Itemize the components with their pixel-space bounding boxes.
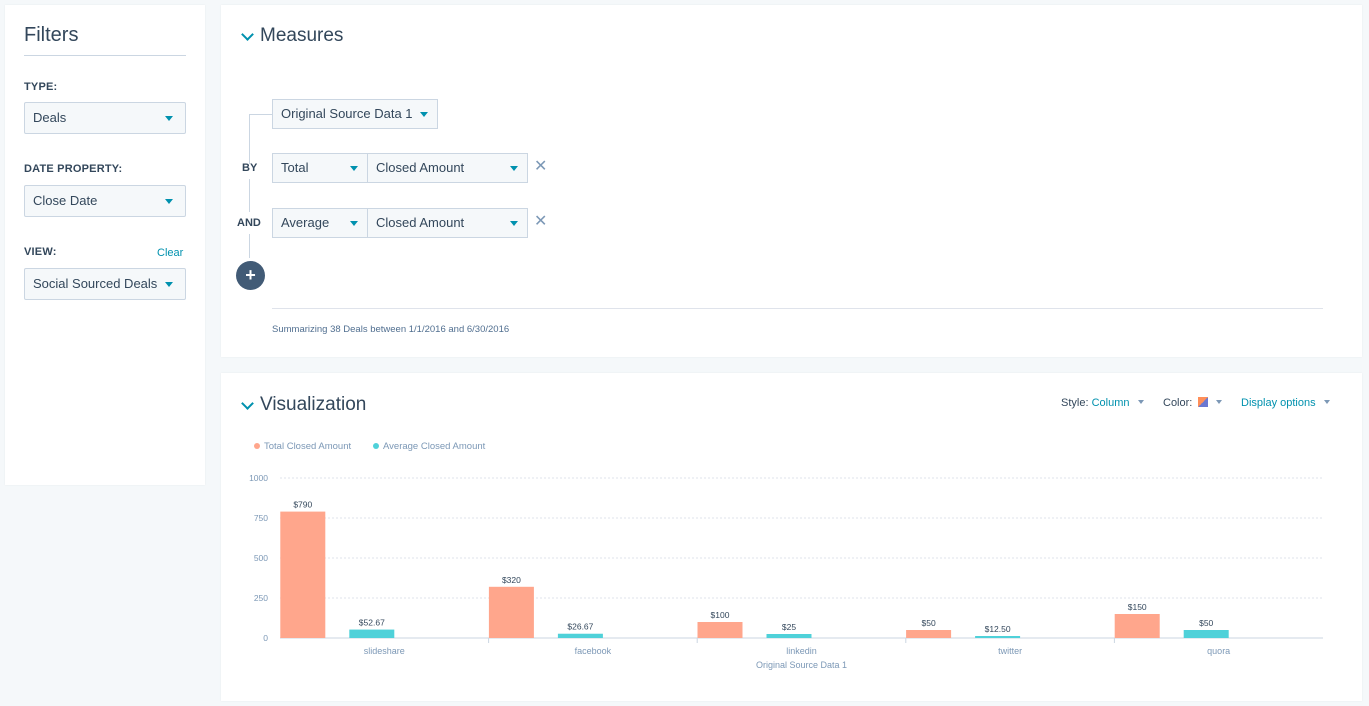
group-by-value: Original Source Data 1 <box>281 106 413 121</box>
y-tick-label: 0 <box>263 633 268 643</box>
tree-connector <box>249 234 250 258</box>
data-label: $790 <box>293 500 312 510</box>
remove-measure-1-icon[interactable]: ✕ <box>534 158 548 175</box>
style-value: Column <box>1091 397 1130 409</box>
legend-dot <box>373 443 379 449</box>
caret-down-icon <box>165 199 173 204</box>
legend-label-average: Average Closed Amount <box>383 441 486 452</box>
bar-average <box>349 629 395 638</box>
caret-down-icon <box>350 166 358 171</box>
legend-item-total[interactable]: Total Closed Amount <box>254 441 351 452</box>
caret-down-icon <box>1323 400 1330 404</box>
date-property-select[interactable]: Close Date <box>24 185 186 217</box>
measure-field-value-2: Closed Amount <box>376 215 465 230</box>
collapse-chevron-icon[interactable] <box>241 28 254 41</box>
view-select-value: Social Sourced Deals <box>33 276 158 291</box>
filters-panel: Filters TYPE: Deals DATE PROPERTY: Close… <box>5 5 205 485</box>
date-property-label: DATE PROPERTY: <box>24 163 123 175</box>
aggregation-select-1[interactable]: Total <box>272 153 368 183</box>
visualization-title: Visualization <box>260 394 367 415</box>
bar-total <box>280 511 326 638</box>
column-chart: 0 250 500 750 1000 slideshare $790 $52.67 facebo… <box>249 473 1323 670</box>
caret-down-icon <box>165 282 173 287</box>
color-control[interactable]: Color: <box>1163 397 1223 409</box>
measure-field-select-2[interactable]: Closed Amount <box>367 208 528 238</box>
type-label: TYPE: <box>24 81 58 93</box>
display-options-label: Display options <box>1241 397 1316 409</box>
y-tick-label: 750 <box>254 513 268 523</box>
bar-total <box>1114 614 1160 638</box>
x-axis-title: Original Source Data 1 <box>756 660 847 670</box>
view-label: VIEW: <box>24 246 57 258</box>
clear-view-link[interactable]: Clear <box>157 247 184 259</box>
display-options-control[interactable]: Display options <box>1241 397 1330 409</box>
bar-total <box>488 586 534 638</box>
data-label: $150 <box>1128 602 1147 612</box>
visualization-panel: Visualization Style: Column Color: Displ… <box>221 373 1362 701</box>
x-tick-label: linkedin <box>786 646 817 656</box>
style-control[interactable]: Style: Column <box>1061 397 1144 409</box>
type-select-value: Deals <box>33 110 67 125</box>
color-swatch-icon <box>1198 397 1209 407</box>
divider <box>272 308 1323 309</box>
data-label: $100 <box>711 610 730 620</box>
caret-down-icon <box>420 112 428 117</box>
measures-title: Measures <box>260 25 344 46</box>
caret-down-icon <box>165 116 173 121</box>
measure-field-value-1: Closed Amount <box>376 160 465 175</box>
data-label: $320 <box>502 575 521 585</box>
tree-connector <box>249 114 272 115</box>
type-select[interactable]: Deals <box>24 102 186 134</box>
and-label: AND <box>237 217 261 229</box>
divider <box>24 55 186 56</box>
legend-item-average[interactable]: Average Closed Amount <box>373 441 485 452</box>
bar-average <box>766 634 812 638</box>
caret-down-icon <box>350 221 358 226</box>
style-label: Style: <box>1061 397 1089 409</box>
color-label: Color: <box>1163 397 1193 409</box>
caret-down-icon <box>510 221 518 226</box>
data-label: $26.67 <box>567 622 593 632</box>
measures-panel: Measures Original Source Data 1 BY Total… <box>221 5 1362 357</box>
data-label: $50 <box>922 618 936 628</box>
x-tick-label: facebook <box>575 646 612 656</box>
tree-connector <box>249 179 250 212</box>
bar-average <box>557 633 603 638</box>
bar-average <box>1183 630 1229 638</box>
y-tick-label: 500 <box>254 553 268 563</box>
add-measure-button[interactable]: + <box>236 261 265 290</box>
data-label: $52.67 <box>359 618 385 628</box>
data-label: $50 <box>1199 618 1213 628</box>
bar-total <box>697 622 743 638</box>
filters-title: Filters <box>24 24 79 46</box>
bar-total <box>906 630 952 638</box>
aggregation-value-1: Total <box>281 160 309 175</box>
group-by-select[interactable]: Original Source Data 1 <box>272 99 438 129</box>
plus-icon: + <box>245 265 256 285</box>
aggregation-select-2[interactable]: Average <box>272 208 368 238</box>
date-property-value: Close Date <box>33 193 98 208</box>
caret-down-icon <box>1216 400 1223 404</box>
tree-connector <box>249 114 250 164</box>
data-label: $12.50 <box>985 624 1011 634</box>
summary-text: Summarizing 38 Deals between 1/1/2016 an… <box>272 324 510 335</box>
remove-measure-2-icon[interactable]: ✕ <box>534 213 548 230</box>
x-tick-label: quora <box>1207 646 1230 656</box>
legend-label-total: Total Closed Amount <box>264 441 352 452</box>
by-label: BY <box>242 162 258 174</box>
x-tick-label: twitter <box>998 646 1022 656</box>
y-tick-label: 1000 <box>249 473 268 483</box>
x-tick-label: slideshare <box>364 646 405 656</box>
caret-down-icon <box>1137 400 1144 404</box>
y-tick-label: 250 <box>254 593 268 603</box>
caret-down-icon <box>510 166 518 171</box>
legend-dot <box>254 443 260 449</box>
aggregation-value-2: Average <box>281 215 330 230</box>
bar-average <box>975 636 1021 638</box>
data-label: $25 <box>782 622 796 632</box>
view-select[interactable]: Social Sourced Deals <box>24 268 186 300</box>
measure-field-select-1[interactable]: Closed Amount <box>367 153 528 183</box>
